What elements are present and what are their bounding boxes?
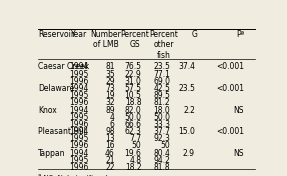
Text: 50: 50 bbox=[161, 142, 170, 150]
Text: 2.9: 2.9 bbox=[183, 149, 195, 158]
Text: Year: Year bbox=[71, 30, 87, 39]
Text: 22.9: 22.9 bbox=[125, 70, 141, 79]
Text: Knox: Knox bbox=[38, 106, 57, 115]
Text: 62.3: 62.3 bbox=[125, 127, 141, 136]
Text: 89.5: 89.5 bbox=[154, 91, 170, 100]
Text: 66.6: 66.6 bbox=[125, 120, 141, 129]
Text: 4.8: 4.8 bbox=[129, 156, 141, 165]
Text: 19.6: 19.6 bbox=[125, 149, 141, 158]
Text: 1994: 1994 bbox=[69, 127, 89, 136]
Text: 1994: 1994 bbox=[69, 62, 89, 71]
Text: 73: 73 bbox=[105, 84, 115, 93]
Text: 1994: 1994 bbox=[69, 149, 89, 158]
Text: 1995: 1995 bbox=[69, 70, 89, 79]
Text: 18.2: 18.2 bbox=[125, 163, 141, 172]
Text: 81.2: 81.2 bbox=[154, 98, 170, 107]
Text: 37.4: 37.4 bbox=[178, 62, 195, 71]
Text: Reservoir: Reservoir bbox=[38, 30, 74, 39]
Text: 1994: 1994 bbox=[69, 106, 89, 115]
Text: Pª: Pª bbox=[236, 30, 245, 39]
Text: 1995: 1995 bbox=[69, 134, 89, 143]
Text: 18.8: 18.8 bbox=[125, 98, 141, 107]
Text: 1995: 1995 bbox=[69, 113, 89, 122]
Text: Delaware: Delaware bbox=[38, 84, 74, 93]
Text: 37.7: 37.7 bbox=[154, 127, 170, 136]
Text: 6: 6 bbox=[110, 120, 115, 129]
Text: 19: 19 bbox=[105, 91, 115, 100]
Text: 35: 35 bbox=[105, 70, 115, 79]
Text: Percent
other
fish: Percent other fish bbox=[149, 30, 178, 60]
Text: 22: 22 bbox=[105, 163, 115, 172]
Text: 80.4: 80.4 bbox=[154, 149, 170, 158]
Text: NS: NS bbox=[233, 149, 244, 158]
Text: 23.5: 23.5 bbox=[178, 84, 195, 93]
Text: NS: NS bbox=[233, 106, 244, 115]
Text: 50: 50 bbox=[132, 142, 141, 150]
Text: 1994: 1994 bbox=[69, 84, 89, 93]
Text: 10.5: 10.5 bbox=[125, 91, 141, 100]
Text: 69.0: 69.0 bbox=[154, 77, 170, 86]
Text: 1996: 1996 bbox=[69, 163, 89, 172]
Text: Pleasant Hill: Pleasant Hill bbox=[38, 127, 86, 136]
Text: 1996: 1996 bbox=[69, 77, 89, 86]
Text: 1996: 1996 bbox=[69, 142, 89, 150]
Text: Percent
GS: Percent GS bbox=[121, 30, 149, 49]
Text: Caesar Creek: Caesar Creek bbox=[38, 62, 89, 71]
Text: 16: 16 bbox=[105, 142, 115, 150]
Text: 46: 46 bbox=[105, 149, 115, 158]
Text: 92.3: 92.3 bbox=[154, 134, 170, 143]
Text: <0.001: <0.001 bbox=[216, 127, 244, 136]
Text: <0.001: <0.001 bbox=[216, 62, 244, 71]
Text: 18.0: 18.0 bbox=[154, 106, 170, 115]
Text: 50.0: 50.0 bbox=[154, 113, 170, 122]
Text: Number
of LMB: Number of LMB bbox=[91, 30, 121, 49]
Text: <0.001: <0.001 bbox=[216, 84, 244, 93]
Text: 1996: 1996 bbox=[69, 98, 89, 107]
Text: 57.5: 57.5 bbox=[125, 84, 141, 93]
Text: 32: 32 bbox=[105, 98, 115, 107]
Text: 7.7: 7.7 bbox=[129, 134, 141, 143]
Text: 89: 89 bbox=[105, 106, 115, 115]
Text: G: G bbox=[192, 30, 198, 39]
Text: 29: 29 bbox=[105, 77, 115, 86]
Text: 1996: 1996 bbox=[69, 120, 89, 129]
Text: 2.2: 2.2 bbox=[183, 106, 195, 115]
Text: 13: 13 bbox=[105, 134, 115, 143]
Text: 76.5: 76.5 bbox=[125, 62, 141, 71]
Text: 81.8: 81.8 bbox=[154, 163, 170, 172]
Text: 81: 81 bbox=[105, 62, 115, 71]
Text: 4: 4 bbox=[110, 113, 115, 122]
Text: 33.3: 33.3 bbox=[154, 120, 170, 129]
Text: 42.5: 42.5 bbox=[154, 84, 170, 93]
Text: 15.0: 15.0 bbox=[178, 127, 195, 136]
Text: ª NS, Not significant.: ª NS, Not significant. bbox=[38, 174, 111, 176]
Text: 21: 21 bbox=[105, 156, 115, 165]
Text: Tappan: Tappan bbox=[38, 149, 66, 158]
Text: 50.0: 50.0 bbox=[125, 113, 141, 122]
Text: 77.1: 77.1 bbox=[154, 70, 170, 79]
Text: 98: 98 bbox=[105, 127, 115, 136]
Text: 1995: 1995 bbox=[69, 91, 89, 100]
Text: 1995: 1995 bbox=[69, 156, 89, 165]
Text: 82.0: 82.0 bbox=[125, 106, 141, 115]
Text: 23.5: 23.5 bbox=[154, 62, 170, 71]
Text: 94.2: 94.2 bbox=[154, 156, 170, 165]
Text: 31.0: 31.0 bbox=[125, 77, 141, 86]
